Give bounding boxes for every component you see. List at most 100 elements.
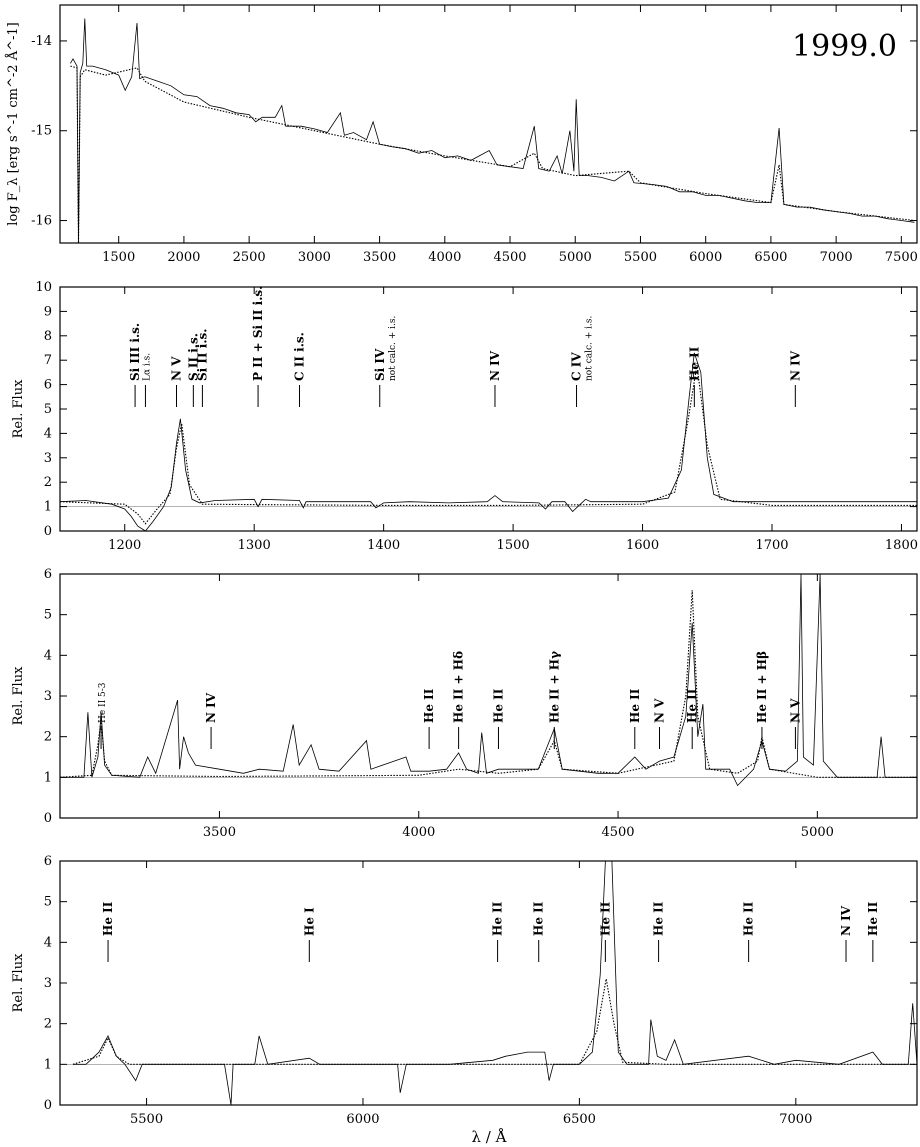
- y-tick-label: -15: [31, 124, 52, 139]
- observed-spectrum: [70, 18, 915, 243]
- y-tick-label: 5: [44, 402, 52, 417]
- y-tick-label: -14: [31, 34, 52, 49]
- line-id-label: C IV: [570, 352, 584, 381]
- y-tick-label: 0: [44, 811, 52, 826]
- x-tick-label: 3500: [203, 825, 236, 840]
- panel-4: 5500 6000 6500 7000 0 1 2 3 4 5 6 Rel. Flux λ / Å He …: [11, 854, 918, 1146]
- line-id-label: He II: [491, 901, 505, 936]
- line-id-label: Si II i.s.: [195, 329, 209, 381]
- line-id-label: He II + Hβ: [755, 651, 769, 723]
- line-id-label: He II + Hγ: [547, 651, 561, 723]
- x-tick-label: 1800: [885, 538, 918, 553]
- x-tick-label: 6000: [689, 250, 722, 265]
- panel-1: 1500 2000 2500 3000 3500 4000 4500 5000 5500 6000…: [5, 4, 918, 265]
- panel-3: 3500 4000 4500 5000 0 1 2 3 4 5 6 Rel. Flux He II 5-…: [11, 567, 918, 840]
- line-id-label: N IV: [788, 350, 802, 381]
- model-spectrum: [60, 590, 917, 778]
- line-id-label: He II 5-3: [98, 682, 108, 723]
- line-id-label: N V: [653, 698, 667, 723]
- y-tick-label: 0: [44, 524, 52, 539]
- line-id-label: not calc. + i.s.: [388, 316, 398, 381]
- model-spectrum: [72, 978, 917, 1065]
- y-tick-label: 4: [44, 426, 52, 441]
- line-id-label: N IV: [839, 905, 853, 936]
- y-tick-label: 2: [44, 730, 52, 745]
- y-tick-label: 6: [44, 378, 52, 393]
- x-tick-label: 4500: [493, 250, 526, 265]
- x-tick-label: 7000: [779, 1112, 812, 1127]
- x-tick-label: 7500: [885, 250, 918, 265]
- x-tick-label: 3000: [298, 250, 331, 265]
- line-id-label: Si III i.s.: [128, 323, 142, 381]
- line-id-label: He II: [742, 901, 756, 936]
- x-tick-label: 2000: [167, 250, 200, 265]
- x-tick-label: 5500: [624, 250, 657, 265]
- observed-spectrum: [73, 861, 917, 1105]
- line-id-label: He II: [491, 688, 505, 723]
- x-tick-label: 1500: [102, 250, 135, 265]
- line-id-label: He II: [628, 688, 642, 723]
- line-id-label: N V: [788, 698, 802, 723]
- y-tick-label: 7: [44, 353, 52, 368]
- x-tick-label: 1600: [626, 538, 659, 553]
- y-tick-label: 3: [44, 689, 52, 704]
- plot-frame: [59, 286, 918, 532]
- panel-2: 1200 1300 1400 1500 1600 1700 1800 0 1 2 3 4 5 6 7 8 9 10…: [11, 280, 918, 553]
- plot-frame: [59, 573, 918, 819]
- line-id-label: He II: [101, 901, 115, 936]
- plot-frame: [59, 860, 918, 1106]
- line-id-label: He II: [652, 901, 666, 936]
- y-tick-label: 5: [44, 608, 52, 623]
- line-id-label: He II: [598, 901, 612, 936]
- x-tick-label: 5000: [801, 825, 834, 840]
- y-tick-label: 0: [44, 1098, 52, 1113]
- line-id-label: C II i.s.: [292, 332, 306, 381]
- line-id-label: He II: [687, 346, 701, 381]
- y-tick-label: 4: [44, 648, 52, 663]
- y-tick-label: -16: [31, 214, 52, 229]
- y-tick-label: 4: [44, 935, 52, 950]
- y-axis-label: Rel. Flux: [11, 666, 26, 725]
- line-id-label: N V: [170, 356, 184, 381]
- x-tick-label: 4000: [402, 825, 435, 840]
- y-axis-label: Rel. Flux: [11, 379, 26, 438]
- y-tick-label: 1: [44, 500, 52, 515]
- y-axis-label: Rel. Flux: [11, 953, 26, 1012]
- line-id-label: He II: [685, 688, 699, 723]
- model-spectrum: [60, 365, 917, 525]
- x-tick-label: 4500: [601, 825, 634, 840]
- plot-frame: [59, 4, 918, 244]
- x-axis-label: λ / Å: [472, 1128, 507, 1146]
- y-tick-label: 6: [44, 854, 52, 869]
- y-tick-label: 2: [44, 1017, 52, 1032]
- y-tick-label: 1: [44, 1057, 52, 1072]
- y-tick-label: 9: [44, 304, 52, 319]
- y-tick-label: 8: [44, 329, 52, 344]
- x-tick-label: 1200: [108, 538, 141, 553]
- x-tick-label: 6500: [563, 1112, 596, 1127]
- line-id-label: N IV: [204, 692, 218, 723]
- line-id-label: S II i.s.: [186, 333, 200, 381]
- line-id-label: He II: [422, 688, 436, 723]
- x-tick-label: 5500: [130, 1112, 163, 1127]
- x-tick-label: 3500: [363, 250, 396, 265]
- x-tick-label: 1500: [497, 538, 530, 553]
- y-tick-label: 3: [44, 976, 52, 991]
- line-id-label: not calc. + i.s.: [585, 316, 595, 381]
- y-tick-label: 2: [44, 475, 52, 490]
- line-id-label: Si IV: [373, 348, 387, 381]
- y-tick-label: 6: [44, 567, 52, 582]
- line-id-label: He II + Hδ: [452, 651, 466, 723]
- y-tick-label: 10: [35, 280, 52, 295]
- x-tick-label: 2500: [233, 250, 266, 265]
- line-id-label: P II + Si II i.s.: [251, 286, 265, 381]
- line-id-label: Lα i.s.: [142, 353, 152, 381]
- y-tick-label: 5: [44, 895, 52, 910]
- y-tick-label: 1: [44, 770, 52, 785]
- x-tick-label: 7000: [820, 250, 853, 265]
- line-id-label: He II: [866, 901, 880, 936]
- x-tick-label: 4000: [428, 250, 461, 265]
- x-tick-label: 6000: [346, 1112, 379, 1127]
- line-id-label: N IV: [488, 350, 502, 381]
